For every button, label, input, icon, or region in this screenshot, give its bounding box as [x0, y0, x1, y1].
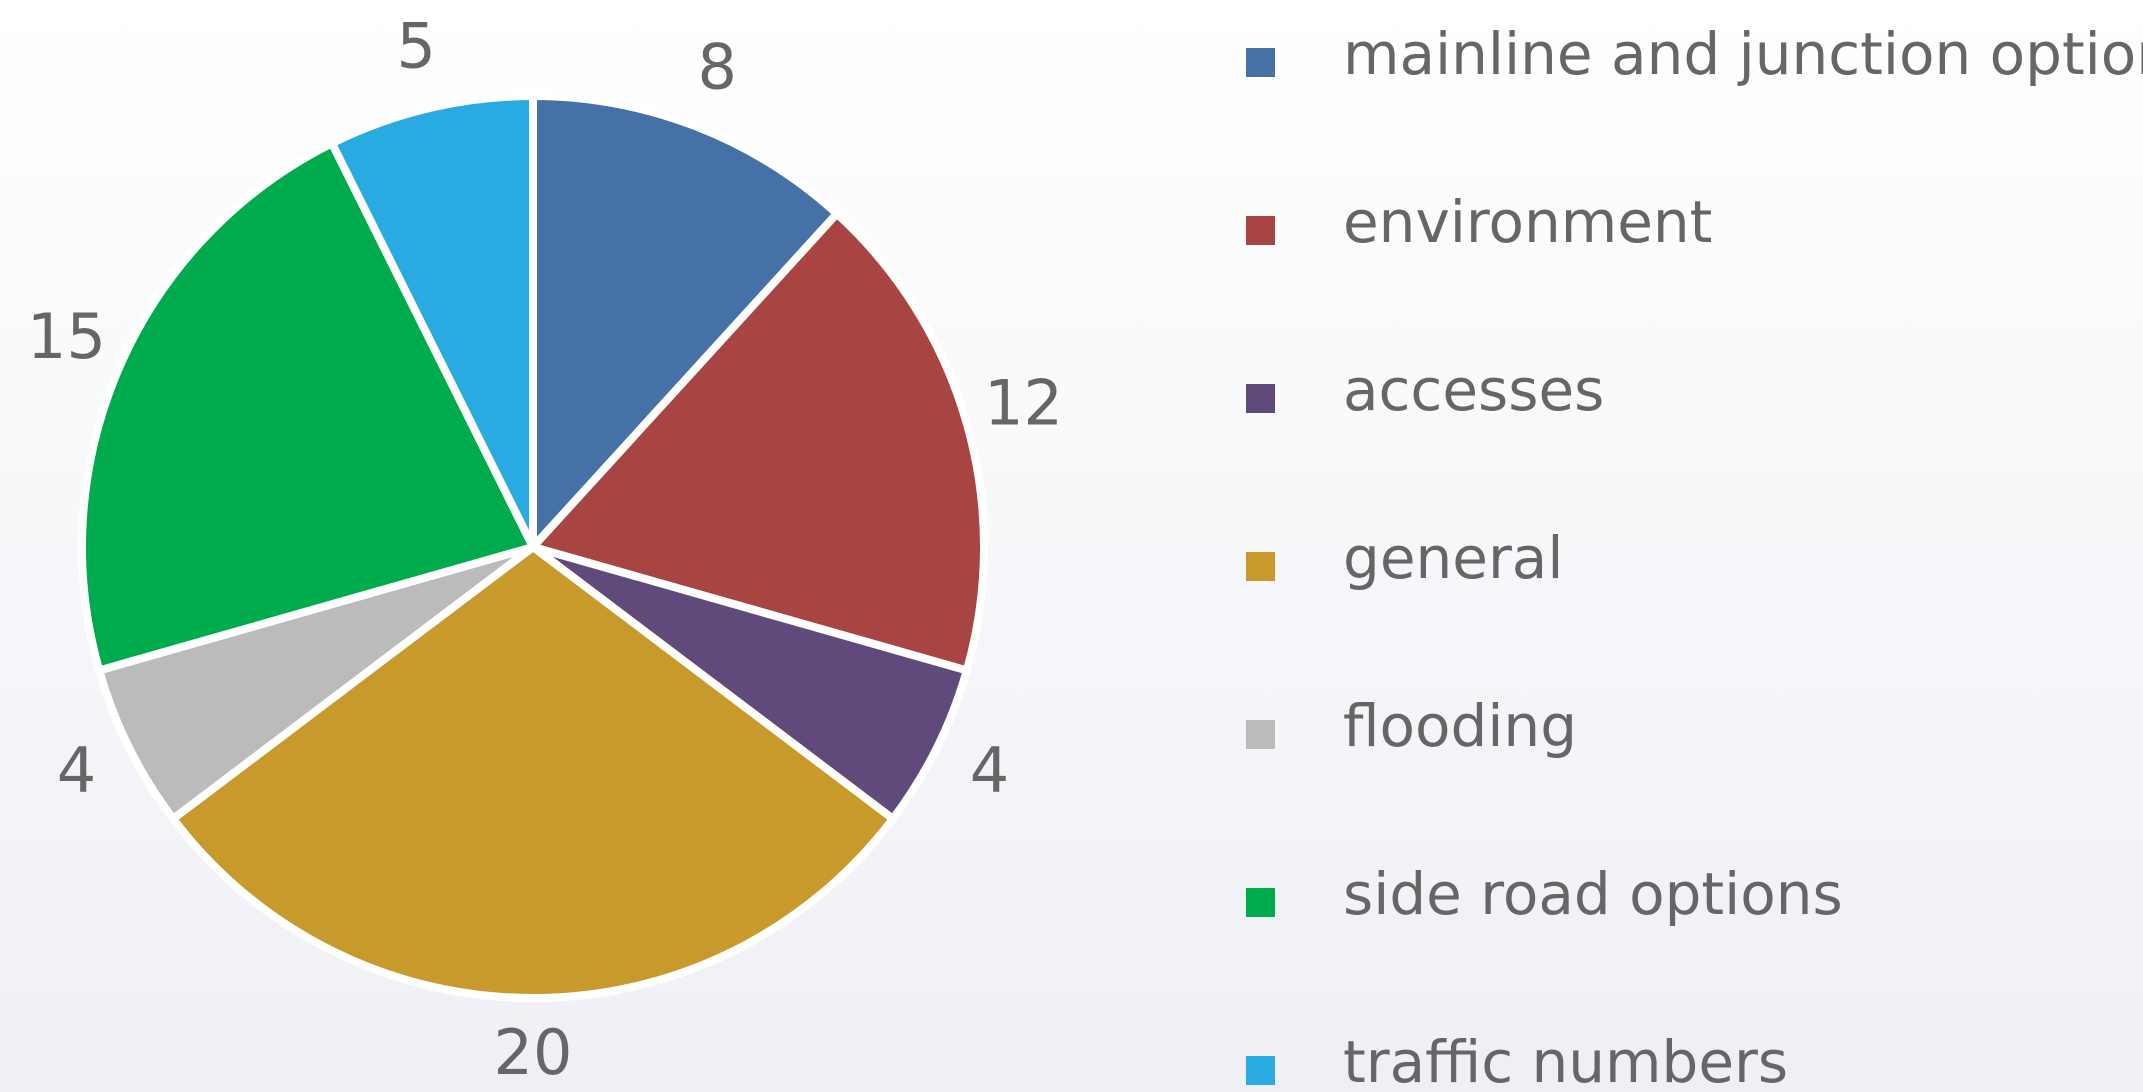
data-label: 20: [494, 1016, 573, 1089]
legend-label: mainline and junction options: [1343, 20, 2143, 88]
pie-slice: [529, 543, 971, 823]
data-label: 4: [970, 733, 1009, 806]
legend-swatch: [1246, 888, 1275, 917]
legend-label: accesses: [1343, 356, 1604, 424]
legend-swatch: [1246, 1056, 1275, 1085]
legend-label: traffic numbers: [1343, 1028, 1788, 1092]
data-label: 5: [397, 10, 436, 83]
legend-swatch: [1246, 48, 1275, 77]
legend-swatch: [1246, 216, 1275, 245]
legend-label: environment: [1343, 188, 1712, 256]
legend-label: flooding: [1343, 692, 1577, 760]
pie-slice: [327, 92, 537, 551]
pie-slice: [78, 139, 537, 675]
data-label: 12: [984, 367, 1063, 440]
legend-swatch: [1246, 384, 1275, 413]
pie-slice: [169, 543, 897, 1002]
legend-label: general: [1343, 524, 1563, 592]
legend-swatch: [1246, 552, 1275, 581]
legend-swatch: [1246, 720, 1275, 749]
pie-slice: [529, 209, 988, 675]
data-label: 4: [57, 733, 96, 806]
data-label: 8: [698, 31, 737, 104]
data-label: 15: [27, 300, 106, 373]
pie-slice: [529, 92, 841, 551]
legend-label: side road options: [1343, 860, 1843, 928]
pie-slice: [95, 543, 537, 823]
